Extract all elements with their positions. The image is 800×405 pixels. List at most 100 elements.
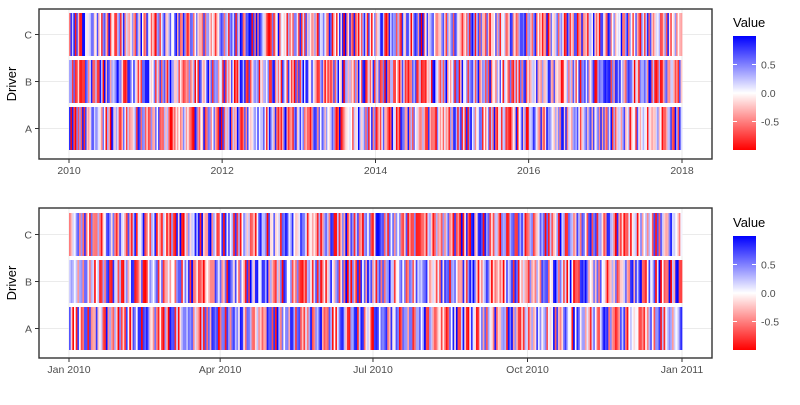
heatmap-cell bbox=[335, 213, 338, 256]
heatmap-cell bbox=[162, 13, 165, 56]
heatmap-cell bbox=[630, 260, 633, 303]
heatmap-cell bbox=[241, 107, 244, 150]
heatmap-cell bbox=[79, 13, 82, 56]
heatmap-cell bbox=[350, 107, 353, 150]
heatmap-cell bbox=[246, 307, 249, 350]
heatmap-cell bbox=[422, 213, 425, 256]
heatmap-cell bbox=[645, 213, 648, 256]
heatmap-cell bbox=[302, 13, 305, 56]
heatmap-cell bbox=[671, 260, 674, 303]
heatmap-cell bbox=[447, 260, 450, 303]
heatmap-cell bbox=[447, 213, 450, 256]
heatmap-cell bbox=[512, 107, 515, 150]
heatmap-cell bbox=[199, 260, 202, 303]
heatmap-cell bbox=[74, 307, 77, 350]
heatmap-cell bbox=[509, 260, 512, 303]
heatmap-cell bbox=[609, 107, 611, 150]
heatmap-cell bbox=[82, 307, 85, 350]
heatmap-cell bbox=[403, 60, 406, 103]
heatmap-cell bbox=[393, 307, 396, 350]
heatmap-cell bbox=[586, 307, 589, 350]
heatmap-cell bbox=[484, 213, 487, 256]
heatmap-cell bbox=[218, 213, 221, 256]
heatmap-cell bbox=[658, 307, 661, 350]
heatmap-cell bbox=[99, 60, 102, 103]
heatmap-cell bbox=[388, 60, 391, 103]
heatmap-cell bbox=[596, 307, 599, 350]
heatmap-cell bbox=[117, 260, 120, 303]
heatmap-cell bbox=[556, 13, 559, 56]
heatmap-cell bbox=[502, 107, 505, 150]
heatmap-cell bbox=[454, 60, 457, 103]
heatmap-cell bbox=[603, 307, 606, 350]
heatmap-cell bbox=[511, 307, 514, 350]
heatmap-cell bbox=[499, 307, 502, 350]
heatmap-row-A bbox=[69, 107, 683, 150]
heatmap-cell bbox=[162, 307, 165, 350]
heatmap-cell bbox=[660, 13, 662, 56]
heatmap-cell bbox=[604, 260, 607, 303]
heatmap-cell bbox=[301, 260, 304, 303]
heatmap-cell bbox=[372, 260, 375, 303]
heatmap-cell bbox=[556, 307, 559, 350]
heatmap-cell bbox=[470, 307, 473, 350]
heatmap-cell bbox=[130, 260, 133, 303]
heatmap-cell bbox=[587, 60, 589, 103]
heatmap-cell bbox=[120, 213, 123, 256]
heatmap-cell bbox=[311, 307, 314, 350]
heatmap-cell bbox=[409, 60, 411, 103]
heatmap-cell bbox=[541, 260, 544, 303]
heatmap-cell bbox=[438, 107, 441, 150]
heatmap-cell bbox=[199, 307, 202, 350]
heatmap-cell bbox=[238, 107, 241, 150]
heatmap-cell bbox=[603, 260, 606, 303]
heatmap-cell bbox=[425, 307, 428, 350]
heatmap-cell bbox=[584, 213, 587, 256]
heatmap-cell bbox=[665, 307, 668, 350]
heatmap-cell bbox=[338, 307, 341, 350]
heatmap-cell bbox=[549, 60, 551, 103]
heatmap-cell bbox=[531, 107, 534, 150]
heatmap-cell bbox=[363, 60, 366, 103]
heatmap-cell bbox=[337, 60, 340, 103]
heatmap-cell bbox=[538, 13, 541, 56]
heatmap-cell bbox=[464, 213, 467, 256]
heatmap-cell bbox=[522, 307, 525, 350]
heatmap-cell bbox=[568, 213, 571, 256]
heatmap-cell bbox=[333, 260, 336, 303]
heatmap-cell bbox=[321, 213, 324, 256]
heatmap-cell bbox=[318, 307, 321, 350]
heatmap-cell bbox=[347, 107, 350, 150]
heatmap-cell bbox=[660, 213, 663, 256]
heatmap-cell bbox=[245, 60, 248, 103]
heatmap-cell bbox=[259, 307, 262, 350]
heatmap-cell bbox=[563, 13, 566, 56]
heatmap-cell bbox=[546, 13, 549, 56]
heatmap-cell bbox=[558, 307, 561, 350]
heatmap-cell bbox=[442, 307, 445, 350]
heatmap-cell bbox=[606, 60, 608, 103]
heatmap-cell bbox=[293, 13, 296, 56]
heatmap-cell bbox=[161, 213, 164, 256]
heatmap-cell bbox=[556, 107, 559, 150]
heatmap-cell bbox=[99, 213, 102, 256]
heatmap-cell bbox=[362, 60, 365, 103]
heatmap-cell bbox=[406, 107, 408, 150]
heatmap-cell bbox=[432, 107, 435, 150]
heatmap-cell bbox=[506, 260, 509, 303]
heatmap-cell bbox=[166, 260, 169, 303]
heatmap-cell bbox=[487, 107, 490, 150]
heatmap-cell bbox=[184, 60, 187, 103]
heatmap-cell bbox=[484, 13, 487, 56]
heatmap-cell bbox=[129, 260, 132, 303]
heatmap-cell bbox=[482, 260, 485, 303]
heatmap-cell bbox=[152, 213, 155, 256]
heatmap-cell bbox=[429, 13, 432, 56]
heatmap-cell bbox=[358, 213, 361, 256]
heatmap-cell bbox=[675, 307, 678, 350]
heatmap-cell bbox=[358, 260, 361, 303]
heatmap-cell bbox=[547, 60, 550, 103]
heatmap-cell bbox=[311, 13, 314, 56]
heatmap-cell bbox=[438, 13, 441, 56]
heatmap-cell bbox=[592, 13, 595, 56]
